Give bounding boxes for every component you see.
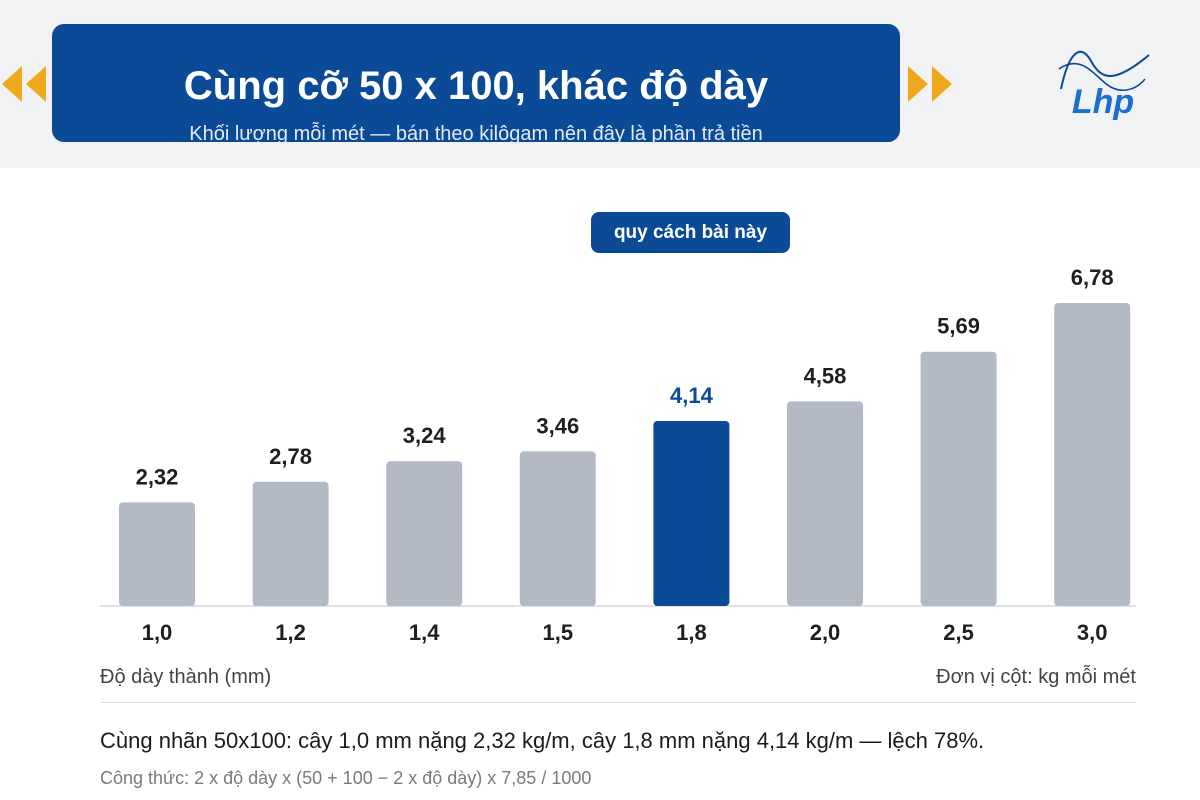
bar-highlighted xyxy=(653,420,730,606)
title-box: Cùng cỡ 50 x 100, khác độ dày Khối lượng… xyxy=(52,24,900,145)
x-tick-label: 1,5 xyxy=(543,620,574,645)
chart-title: Cùng cỡ 50 x 100, khác độ dày xyxy=(183,64,769,108)
bar xyxy=(252,481,329,606)
chart-subtitle: Khối lượng mỗi mét — bán theo kilôgam nê… xyxy=(189,123,763,145)
bar xyxy=(119,502,195,606)
bar-value-label: 4,58 xyxy=(804,363,847,388)
x-tick-label: 1,0 xyxy=(142,620,173,645)
bar xyxy=(1054,303,1131,606)
bar-value-label: 5,69 xyxy=(937,314,980,339)
bar-value-label: 2,32 xyxy=(136,464,179,489)
unit-note: Đơn vị cột: kg mỗi mét xyxy=(936,666,1136,688)
divider xyxy=(100,702,1136,703)
logo-text: Lhp xyxy=(1072,83,1134,121)
x-tick-label: 2,5 xyxy=(943,620,974,645)
comparison-note: Cùng nhãn 50x100: cây 1,0 mm nặng 2,32 k… xyxy=(100,728,985,753)
x-axis-label: Độ dày thành (mm) xyxy=(100,666,272,688)
right-arrows-icon xyxy=(906,62,952,106)
bar-value-label: 3,46 xyxy=(536,413,579,438)
x-tick-label: 3,0 xyxy=(1077,620,1108,645)
current-spec-badge: quy cách bài này xyxy=(591,212,790,253)
bar-value-label: 3,24 xyxy=(403,423,447,448)
bar-value-label: 4,14 xyxy=(670,383,714,408)
x-tick-label: 1,2 xyxy=(275,620,306,645)
bar xyxy=(519,451,596,606)
x-tick-label: 1,4 xyxy=(409,620,440,645)
bar-value-label: 2,78 xyxy=(269,444,312,469)
bar-value-label: 6,78 xyxy=(1071,265,1114,290)
bar xyxy=(386,461,463,606)
formula-note: Công thức: 2 x độ dày x (50 + 100 − 2 x … xyxy=(100,768,592,788)
left-arrows-icon xyxy=(2,62,48,106)
x-tick-label: 1,8 xyxy=(676,620,707,645)
lhp-logo: Lhp xyxy=(1055,45,1151,125)
bar xyxy=(920,351,997,606)
x-tick-label: 2,0 xyxy=(810,620,841,645)
bar xyxy=(787,401,863,606)
